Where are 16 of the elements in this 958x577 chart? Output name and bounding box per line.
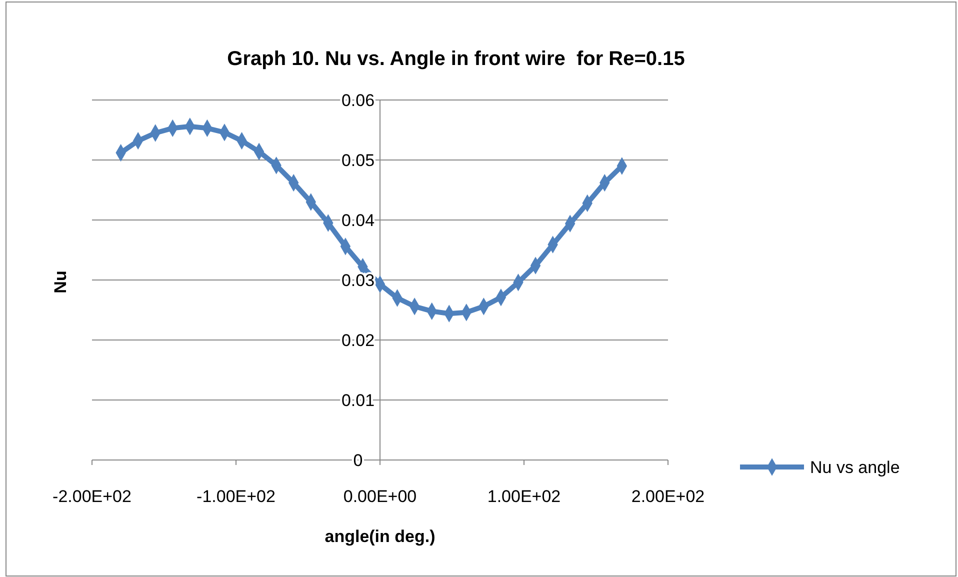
x-tick-label: -2.00E+02 xyxy=(52,487,132,506)
x-tick-label: 0.00E+00 xyxy=(343,487,417,506)
y-tick-label: 0.01 xyxy=(341,391,375,410)
legend-label: Nu vs angle xyxy=(810,458,900,477)
y-axis-title: Nu xyxy=(51,270,70,294)
y-tick-label: 0.03 xyxy=(341,271,375,290)
x-tick-label: 2.00E+02 xyxy=(631,487,705,506)
y-tick-label: 0.02 xyxy=(341,331,375,350)
x-axis-title: angle(in deg.) xyxy=(324,527,436,546)
y-tick-label: 0.04 xyxy=(341,211,375,230)
chart-title: Graph 10. Nu vs. Angle in front wire for Re=0.15 xyxy=(227,48,685,70)
x-tick-label: -1.00E+02 xyxy=(196,487,276,506)
y-tick-label: 0 xyxy=(353,451,363,470)
x-tick-label: 1.00E+02 xyxy=(487,487,561,506)
y-tick-label: 0.05 xyxy=(341,151,375,170)
y-tick-label: 0.06 xyxy=(341,91,375,110)
